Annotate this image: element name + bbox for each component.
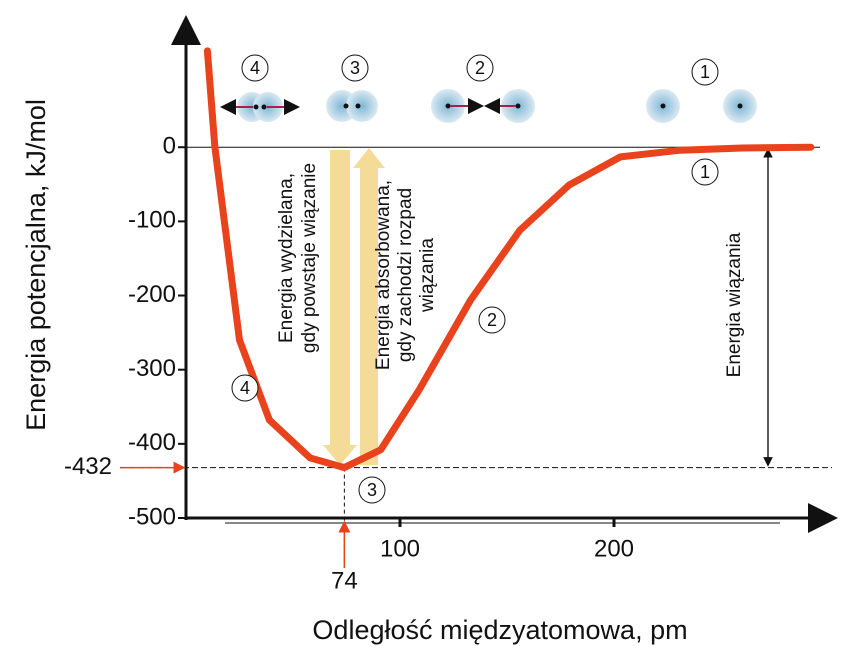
x-tick-label: 100 xyxy=(380,535,420,562)
y-tick-label: -300 xyxy=(128,355,176,382)
x-axis-label: Odległość międzyatomowa, pm xyxy=(312,615,687,645)
y-tick-label: -200 xyxy=(128,281,176,308)
release-arrow xyxy=(323,150,357,465)
molecules xyxy=(222,89,757,123)
y-tick-label: 0 xyxy=(163,133,176,160)
molecule-label: 2 xyxy=(475,58,485,78)
chart: Odległość międzyatomowa, pm Energia pote… xyxy=(0,0,841,646)
annotation: gdy zachodzi rozpad xyxy=(395,188,416,362)
point-label: 1 xyxy=(700,162,710,182)
molecule-label: 3 xyxy=(350,58,360,78)
point-label: 2 xyxy=(487,310,497,330)
min-energy-label: -432 xyxy=(64,453,112,480)
y-axis-label: Energia potencjalna, kJ/mol xyxy=(21,99,51,431)
point-label: 4 xyxy=(240,378,250,398)
annotation: wiązania xyxy=(417,238,438,313)
y-tick-label: -100 xyxy=(128,207,176,234)
y-tick-label: -400 xyxy=(128,429,176,456)
annotation: gdy powstaje wiązanie xyxy=(299,163,320,353)
molecule-label: 1 xyxy=(700,62,710,82)
y-tick-label: -500 xyxy=(128,503,176,530)
x-tick-label: 200 xyxy=(594,535,634,562)
bond-energy-label: Energia wiązania xyxy=(724,232,745,377)
molecule-label: 4 xyxy=(250,58,260,78)
point-label: 3 xyxy=(367,480,377,500)
min-distance-label: 74 xyxy=(331,567,358,594)
annotation: Energia wydzielana, xyxy=(276,173,297,343)
annotation: Energia absorbowana, xyxy=(373,180,394,370)
